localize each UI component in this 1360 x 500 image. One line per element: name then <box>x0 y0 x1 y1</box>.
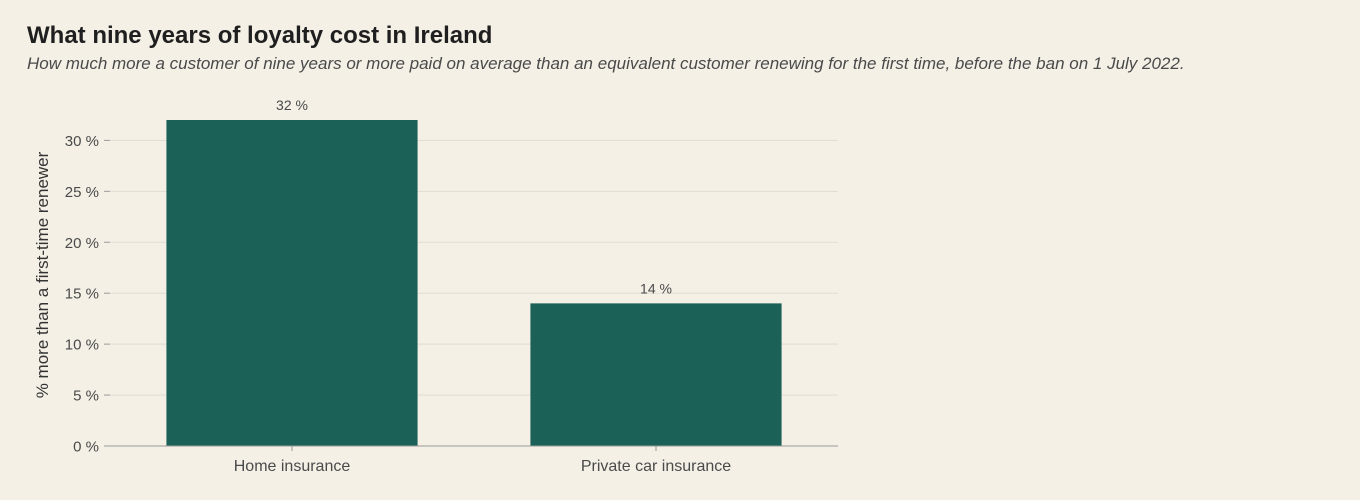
bar <box>166 120 418 446</box>
bars <box>166 120 782 446</box>
x-tick-label: Private car insurance <box>581 458 731 475</box>
y-tick-label: 20 % <box>65 235 99 252</box>
bar-value-label: 14 % <box>640 280 672 296</box>
y-tick-label: 30 % <box>65 133 99 150</box>
y-tick-label: 10 % <box>65 337 99 354</box>
axes <box>104 139 838 451</box>
chart-title: What nine years of loyalty cost in Irela… <box>27 22 493 49</box>
bar-value-label: 32 % <box>276 97 308 113</box>
y-axis-title: % more than a first-time renewer <box>33 151 52 398</box>
y-tick-label: 5 % <box>73 388 99 405</box>
y-tick-label: 15 % <box>65 286 99 303</box>
bar <box>530 303 782 446</box>
labels: 0 % 5 % 10 % 15 % 20 % 25 % 30 % 32 % Home insur… <box>65 97 731 475</box>
y-tick-label: 25 % <box>65 184 99 201</box>
y-tick-label: 0 % <box>73 439 99 456</box>
chart-subtitle: How much more a customer of nine years o… <box>27 54 1185 73</box>
x-tick-label: Home insurance <box>234 458 351 475</box>
